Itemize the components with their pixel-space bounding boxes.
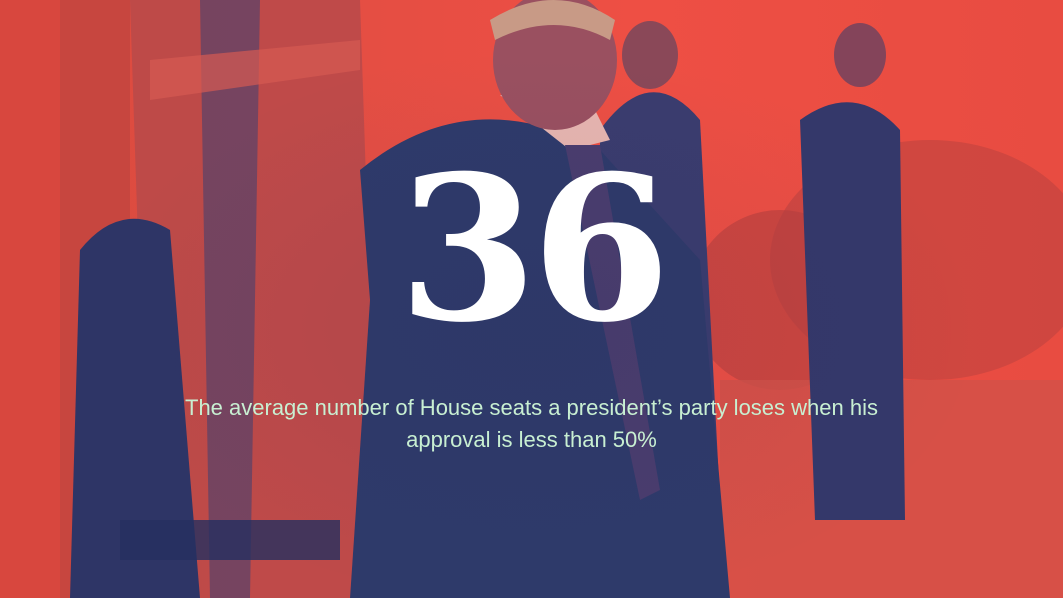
stat-number: 36	[398, 132, 670, 367]
stat-caption: The average number of House seats a pres…	[185, 395, 878, 452]
